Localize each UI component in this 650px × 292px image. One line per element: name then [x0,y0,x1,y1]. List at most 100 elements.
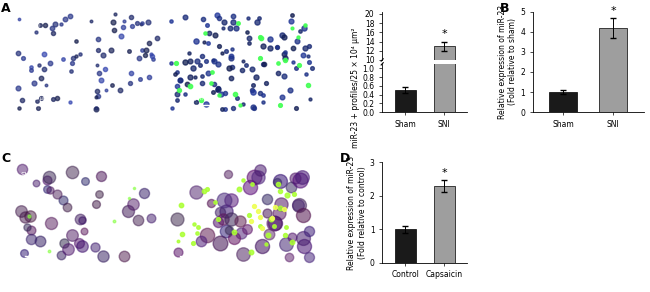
Point [188,222,199,227]
Point [255,168,265,172]
Text: 50 μm: 50 μm [32,247,47,252]
Point [246,218,257,223]
Point [305,97,315,102]
Point [287,26,297,31]
Point [93,37,103,42]
Point [201,59,211,64]
Point [289,192,299,197]
Point [201,101,211,106]
Point [224,227,234,232]
Text: SNI: SNI [192,22,203,28]
Point [288,46,298,51]
Point [39,67,49,71]
Point [191,39,202,44]
Point [109,219,120,223]
Point [172,70,183,74]
Text: B: B [499,2,509,15]
Point [261,81,271,85]
Point [212,87,222,92]
Point [33,106,44,111]
Point [270,204,281,209]
Text: 50 μm: 50 μm [187,247,203,252]
Point [94,71,104,76]
Point [267,215,278,220]
Point [180,15,190,20]
Point [144,41,155,45]
Point [19,251,29,256]
Point [172,84,183,88]
Point [285,88,295,93]
Point [34,63,44,67]
Point [280,50,291,54]
Point [135,77,145,81]
Point [229,236,239,241]
Point [26,228,36,232]
Point [147,54,157,59]
Point [91,107,101,111]
Point [90,244,101,249]
Point [280,58,290,63]
Point [231,25,241,30]
Point [220,91,231,95]
Point [191,100,202,105]
Y-axis label: Relative expression of miR-23
(Fold relative to control): Relative expression of miR-23 (Fold rela… [348,156,367,270]
Point [226,76,236,81]
Point [226,217,237,222]
Point [192,231,202,235]
Point [146,51,156,56]
Point [213,86,223,91]
Point [249,204,259,209]
Point [101,88,111,92]
Point [258,44,268,49]
Point [255,55,265,60]
Point [221,49,231,53]
Point [228,14,239,19]
Point [287,13,297,17]
Point [218,217,228,221]
Point [212,13,222,17]
Point [268,221,279,225]
Point [304,229,315,233]
Point [280,233,291,238]
Point [141,48,151,52]
Point [241,63,252,68]
Point [13,51,23,55]
Point [32,99,42,104]
Point [172,92,182,97]
Point [242,227,252,232]
Point [198,40,209,44]
Point [225,26,235,31]
Point [249,174,259,179]
Point [300,23,310,27]
Point [288,60,298,65]
Point [41,82,51,87]
Point [124,49,134,53]
Point [172,98,182,102]
Point [18,167,28,172]
Point [42,178,53,183]
Point [39,52,49,56]
Point [272,180,282,184]
Point [291,106,302,111]
Point [98,53,108,58]
Point [304,255,314,259]
Point [35,239,46,244]
Point [187,241,198,245]
Point [286,185,296,189]
Point [46,221,56,226]
Point [291,66,302,71]
Point [188,66,198,70]
Point [70,38,81,43]
Bar [599,28,627,112]
Point [110,12,120,16]
Point [233,21,244,26]
Point [197,74,207,79]
Point [31,180,41,185]
Point [196,80,207,85]
Point [234,186,244,191]
Point [48,30,58,35]
Point [175,77,185,82]
Point [302,83,313,87]
Point [126,70,136,75]
Point [258,92,268,97]
